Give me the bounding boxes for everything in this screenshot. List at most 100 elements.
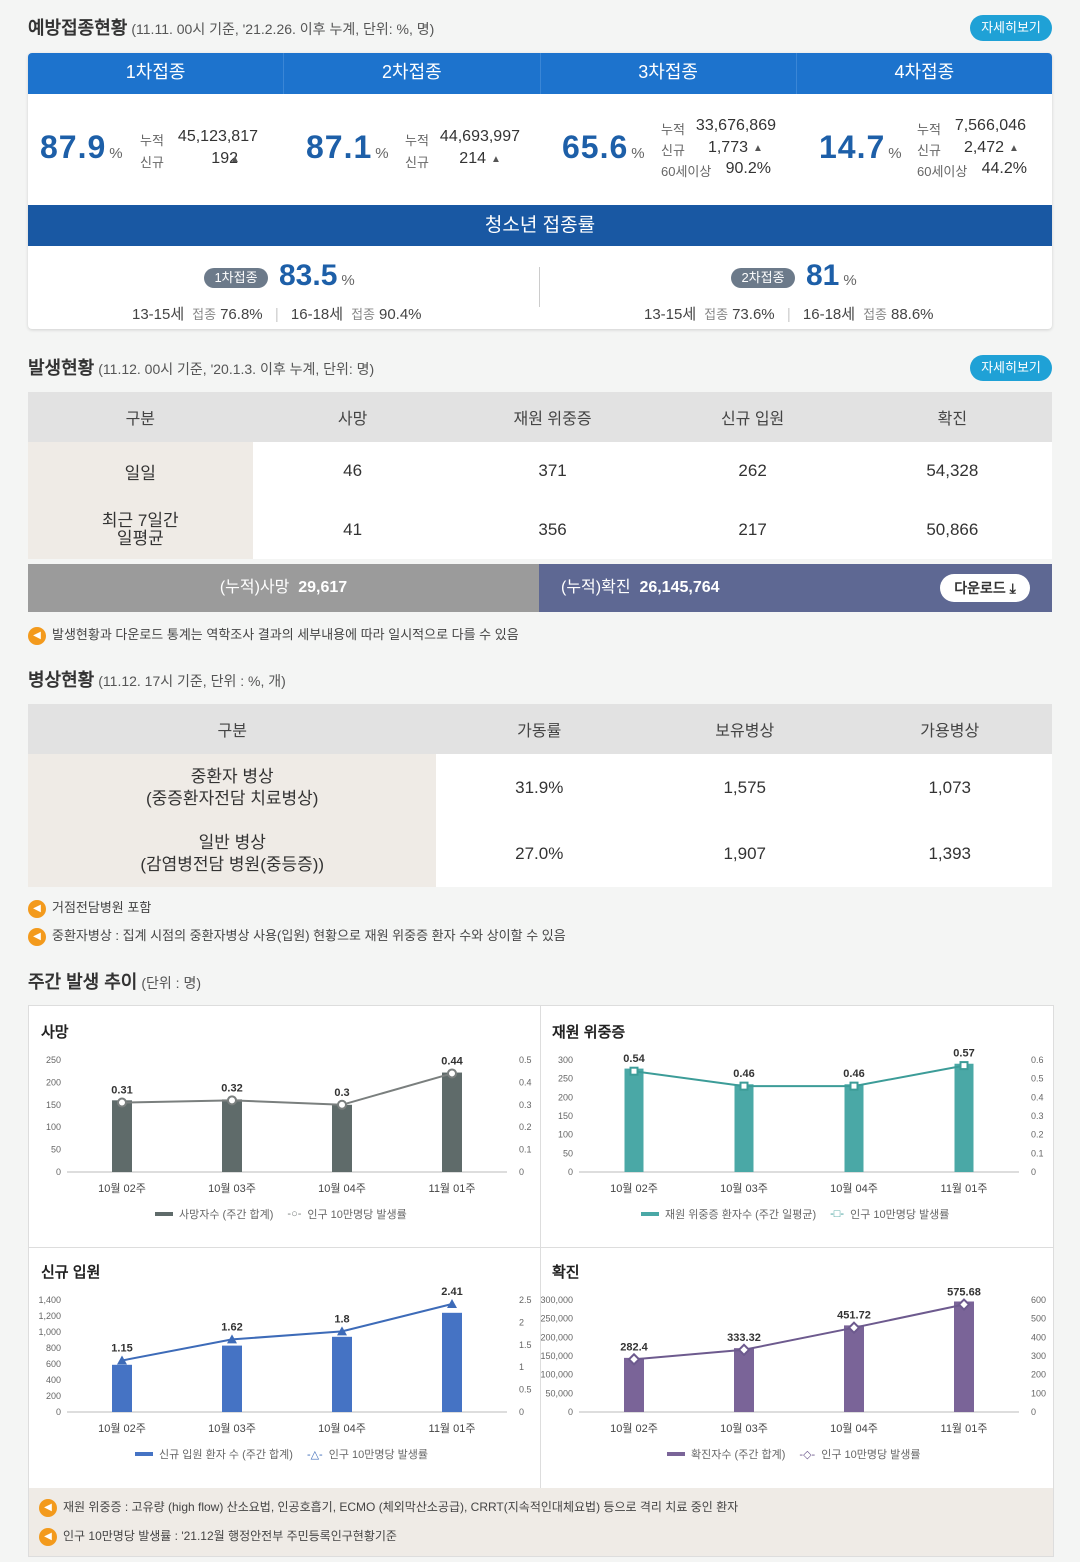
chart-death: 0 50 100 150 200 250 0 0.1 0.2 0.3 0.4 0.5 10월 02주 10…	[46, 1055, 532, 1195]
rate-data-label: 0.46	[733, 1068, 754, 1080]
youth-rate-title: 청소년 접종률	[28, 205, 1052, 246]
legend-admission: 신규 입원 환자 수 (주간 합계) -△- 인구 10만명당 발생률	[135, 1446, 428, 1462]
rate-point	[737, 1343, 751, 1357]
y-tick-label: 100	[558, 1130, 573, 1140]
cell-confirmed: 50,866	[852, 500, 1052, 559]
legend-line-marker-icon: -△-	[306, 1448, 323, 1461]
y-tick-label: 200,000	[541, 1332, 573, 1342]
y-tick-label: 50	[563, 1148, 573, 1158]
header-category: 구분	[28, 392, 253, 442]
dose2-new-value: 214	[459, 150, 486, 167]
cumulative-totals-bar: (누적)사망 29,617 (누적)확진 26,145,764 다운로드 ⤓	[28, 564, 1052, 612]
y2-tick-label: 2.5	[519, 1295, 532, 1305]
weekly-section-title: 주간 발생 추이 (단위 : 명)	[28, 968, 201, 994]
chart-admission: 0 200 400 600 800 1,000 1,200 1,400 0 0.5 1 1.5 2 2.5…	[38, 1286, 532, 1435]
bar	[734, 1084, 754, 1172]
vaccination-section-title: 예방접종현황 (11.11. 00시 기준, '21.2.26. 이후 누계, 단…	[28, 14, 434, 40]
dose4-new-label: 신규	[917, 143, 941, 158]
y-tick-label: 250	[558, 1074, 573, 1084]
youth-divider	[539, 267, 540, 307]
x-tick-label: 10월 04주	[318, 1182, 366, 1195]
dose1-cum-value: 45,123,817	[177, 128, 258, 145]
cell-available-beds: 1,393	[847, 821, 1052, 887]
bar	[734, 1348, 754, 1412]
vaccination-card: 1차접종 2차접종 3차접종 4차접종 87.9% 누적 45,123,817 …	[28, 53, 1052, 329]
dose-header-1: 1차접종	[28, 53, 285, 94]
rate-point	[959, 1061, 969, 1071]
row-label: 일반 병상 (감염병전담 병원(중등증))	[28, 821, 437, 887]
y-tick-label: 50	[51, 1145, 61, 1155]
dose2-cum-value: 44,693,997	[439, 128, 520, 145]
x-tick-label: 10월 02주	[610, 1182, 658, 1195]
dose4-new-value: 2,472	[963, 139, 1004, 156]
rate-data-label: 1.15	[111, 1342, 132, 1354]
header-confirmed: 확진	[852, 392, 1052, 442]
header-critical: 재원 위중증	[452, 392, 653, 442]
header-category: 구분	[28, 704, 437, 754]
cell-critical: 356	[452, 500, 653, 559]
bar	[112, 1364, 132, 1412]
dose3-cum-value: 33,676,869	[695, 117, 776, 134]
cell-new-admission: 217	[652, 500, 853, 559]
x-tick-label: 10월 04주	[830, 1422, 878, 1435]
dose4-senior-label: 60세이상	[917, 164, 968, 179]
cumulative-confirmed: (누적)확진 26,145,764 다운로드 ⤓	[539, 564, 1052, 612]
x-tick-label: 10월 03주	[720, 1422, 768, 1435]
y-tick-label: 200	[558, 1092, 573, 1102]
y-tick-label: 150	[558, 1111, 573, 1121]
y-tick-label: 1,400	[38, 1295, 61, 1305]
bar	[442, 1072, 462, 1172]
speaker-icon: ◀	[28, 626, 46, 645]
y-tick-label: 1,200	[38, 1311, 61, 1321]
y-tick-label: 0	[568, 1407, 573, 1417]
y2-tick-label: 0.3	[519, 1100, 532, 1110]
rate-data-label: 333.32	[727, 1332, 761, 1344]
rate-point	[739, 1081, 749, 1091]
cell-available-beds: 1,073	[847, 754, 1052, 821]
dose-header-2: 2차접종	[284, 53, 541, 94]
x-tick-label: 10월 02주	[98, 1182, 146, 1195]
x-tick-label: 10월 02주	[98, 1422, 146, 1435]
rate-data-label: 0.31	[111, 1085, 132, 1097]
bar	[954, 1301, 974, 1412]
cell-death: 46	[252, 442, 453, 500]
rate-point	[957, 1298, 971, 1311]
y-tick-label: 100,000	[541, 1370, 573, 1380]
table-header-row: 구분 가동률 보유병상 가용병상	[28, 704, 1052, 754]
up-arrow-icon: ▲	[230, 154, 240, 165]
table-row: 일반 병상 (감염병전담 병원(중등증)) 27.0% 1,907 1,393	[28, 821, 1052, 887]
y2-tick-label: 1.5	[519, 1340, 532, 1350]
y2-tick-label: 0.3	[1031, 1111, 1044, 1121]
rate-point	[627, 1352, 641, 1366]
dose3-rate: 65.6%	[562, 129, 646, 165]
cell-new-admission: 262	[652, 442, 853, 500]
rate-point	[227, 1095, 237, 1106]
rate-point	[117, 1355, 127, 1365]
chart-title-death: 사망	[41, 1024, 69, 1041]
cell-owned-beds: 1,575	[641, 754, 848, 821]
y-tick-label: 150,000	[541, 1351, 573, 1361]
x-tick-label: 10월 02주	[610, 1422, 658, 1435]
up-arrow-icon: ▲	[753, 143, 763, 154]
vaccination-more-button[interactable]: 자세히보기	[970, 15, 1052, 41]
cell-confirmed: 54,328	[852, 442, 1052, 500]
beds-title: 병상현황	[28, 670, 95, 690]
y2-tick-label: 0	[1031, 1167, 1036, 1177]
bar	[844, 1325, 864, 1412]
rate-point	[447, 1299, 457, 1309]
y-tick-label: 300	[558, 1055, 573, 1065]
header-owned-beds: 보유병상	[641, 704, 848, 754]
dose3-new-value: 1,773	[707, 139, 748, 156]
occurrence-more-button[interactable]: 자세히보기	[970, 355, 1052, 381]
rate-point	[227, 1334, 237, 1344]
legend-bar-swatch	[667, 1452, 685, 1456]
weekly-subtitle: (단위 : 명)	[141, 975, 202, 991]
download-button[interactable]: 다운로드 ⤓	[940, 574, 1030, 602]
y2-tick-label: 0	[519, 1407, 524, 1417]
dose4-cum-label: 누적	[917, 122, 941, 137]
occurrence-subtitle: (11.12. 00시 기준, '20.1.3. 이후 누계, 단위: 명)	[98, 361, 375, 377]
dose-header-3: 3차접종	[541, 53, 797, 94]
x-tick-label: 10월 03주	[208, 1182, 256, 1195]
table-row: 일일 46 371 262 54,328	[28, 442, 1052, 500]
rate-data-label: 0.54	[623, 1053, 645, 1065]
